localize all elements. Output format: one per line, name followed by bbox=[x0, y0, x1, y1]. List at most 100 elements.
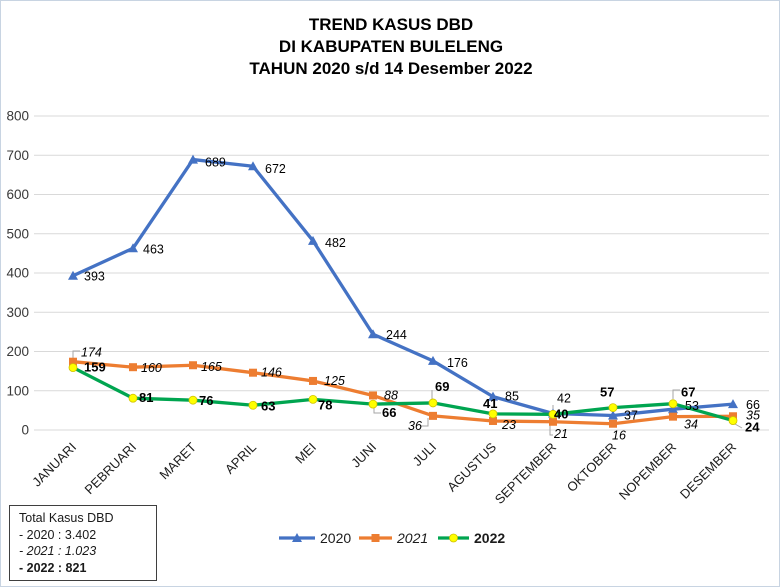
data-label-2021-oktober: 16 bbox=[612, 429, 626, 443]
data-label-2020-september: 42 bbox=[557, 392, 571, 406]
y-axis-label: 0 bbox=[21, 423, 29, 438]
data-label-2020-april: 672 bbox=[265, 162, 286, 176]
data-label-2022-juli: 69 bbox=[435, 379, 449, 394]
x-axis-label-agustus: AGUSTUS bbox=[444, 439, 499, 494]
label-leader-line bbox=[672, 389, 680, 399]
data-label-2021-pebruari: 160 bbox=[141, 361, 162, 375]
series-2021-marker bbox=[609, 419, 617, 428]
legend-2020-marker bbox=[292, 533, 302, 542]
data-label-2021-juli: 36 bbox=[408, 419, 422, 433]
series-2020-marker bbox=[308, 235, 318, 245]
data-label-2021-mei: 125 bbox=[324, 374, 345, 388]
data-label-2021-agustus: 23 bbox=[501, 418, 516, 432]
data-label-2020-agustus: 85 bbox=[505, 390, 519, 404]
series-2021-marker bbox=[189, 361, 197, 370]
series-2020-line bbox=[71, 157, 735, 418]
y-axis-label: 300 bbox=[6, 305, 29, 320]
legend-2020-label: 2020 bbox=[320, 530, 351, 546]
series-2021-marker bbox=[129, 363, 137, 372]
series-2022-marker bbox=[608, 403, 618, 413]
legend-2022-label: 2022 bbox=[474, 530, 505, 546]
data-label-2021-januari: 174 bbox=[81, 346, 102, 360]
series-2022-marker bbox=[368, 399, 378, 409]
series-2021-marker bbox=[309, 376, 317, 385]
series-2020-marker bbox=[128, 243, 138, 253]
data-label-2022-juni: 66 bbox=[382, 405, 396, 420]
x-axis-label-maret: MARET bbox=[156, 439, 199, 482]
label-leader-line bbox=[373, 407, 381, 414]
series-2021-marker bbox=[489, 416, 497, 425]
data-label-2020-mei: 482 bbox=[325, 236, 346, 250]
x-axis-label-desember: DESEMBER bbox=[677, 440, 739, 502]
summary-total-2022: - 2022 : 821 bbox=[19, 560, 87, 575]
series-2021-marker bbox=[69, 357, 77, 366]
series-2021-marker bbox=[669, 412, 677, 421]
data-label-2020-maret: 689 bbox=[205, 156, 226, 170]
x-axis-label-januari: JANUARI bbox=[29, 440, 79, 490]
series-2020-marker bbox=[68, 270, 78, 280]
summary-total-2020: - 2020 : 3.402 bbox=[19, 527, 97, 542]
label-leader-line bbox=[549, 425, 553, 436]
summary-box: Total Kasus DBD - 2020 : 3.402 - 2021 : … bbox=[9, 505, 157, 581]
summary-total-2021: - 2021 : 1.023 bbox=[19, 544, 97, 558]
series-2021-marker bbox=[249, 368, 257, 377]
series-2020-marker bbox=[728, 399, 738, 409]
chart-title-line-2: DI KABUPATEN BULELENG bbox=[278, 37, 504, 56]
summary-title: Total Kasus DBD bbox=[19, 511, 114, 525]
data-label-2021-april: 146 bbox=[261, 366, 282, 380]
series-2022-marker bbox=[308, 394, 318, 404]
series-2022-marker bbox=[68, 363, 78, 372]
series-2022-marker bbox=[548, 409, 558, 419]
series-2020-marker bbox=[608, 410, 618, 420]
y-axis-label: 800 bbox=[6, 109, 29, 124]
x-axis-label-september: SEPTEMBER bbox=[492, 440, 559, 507]
data-label-2022-januari: 159 bbox=[84, 360, 106, 375]
series-2022-marker bbox=[668, 399, 678, 409]
chart-title: TREND KASUS DBD DI KABUPATEN BULELENG TA… bbox=[1, 14, 779, 80]
x-axis-label-juni: JUNI bbox=[348, 440, 379, 471]
y-axis-label: 700 bbox=[6, 148, 29, 163]
data-label-2020-juni: 244 bbox=[386, 328, 407, 342]
y-axis-label: 200 bbox=[6, 344, 29, 359]
series-2022-marker bbox=[248, 400, 258, 410]
data-label-2020-juli: 176 bbox=[447, 356, 468, 370]
data-label-2022-maret: 76 bbox=[199, 393, 213, 408]
data-label-2020-pebruari: 463 bbox=[143, 242, 164, 256]
x-axis-label-juli: JULI bbox=[410, 440, 440, 470]
legend-2021-label: 2021 bbox=[396, 530, 428, 546]
x-axis-label-mei: MEI bbox=[292, 440, 319, 467]
series-2022-marker bbox=[128, 393, 138, 403]
data-label-2021-juni: 88 bbox=[384, 388, 398, 402]
y-axis-label: 100 bbox=[6, 383, 29, 398]
series-2020-marker bbox=[188, 154, 198, 164]
data-label-2022-april: 63 bbox=[261, 398, 275, 413]
label-leader-line bbox=[421, 418, 429, 427]
data-label-2020-desember: 66 bbox=[746, 398, 760, 412]
x-axis-label-nopember: NOPEMBER bbox=[616, 440, 679, 503]
label-leader-line bbox=[72, 350, 80, 359]
series-2021-marker bbox=[369, 391, 377, 400]
y-axis-label: 400 bbox=[6, 266, 29, 281]
data-label-2021-nopember: 34 bbox=[684, 418, 698, 432]
data-label-2022-oktober: 57 bbox=[600, 385, 614, 400]
label-leader-line bbox=[734, 423, 743, 429]
series-2020-marker bbox=[428, 355, 438, 365]
chart-title-line-3: TAHUN 2020 s/d 14 Desember 2022 bbox=[249, 59, 533, 78]
series-2020-marker bbox=[488, 391, 498, 401]
series-2020-marker bbox=[368, 329, 378, 339]
series-2021-marker bbox=[429, 411, 437, 420]
series-2022-marker bbox=[488, 409, 498, 419]
series-2020-marker bbox=[248, 161, 258, 171]
data-label-2020-oktober: 37 bbox=[624, 408, 638, 422]
data-label-2022-pebruari: 81 bbox=[139, 390, 153, 405]
data-label-2022-desember: 24 bbox=[745, 420, 760, 435]
chart-title-line-1: TREND KASUS DBD bbox=[308, 15, 474, 34]
series-2022-line bbox=[71, 365, 735, 423]
data-label-2021-maret: 165 bbox=[201, 360, 222, 374]
x-axis-label-oktober: OKTOBER bbox=[564, 440, 619, 495]
data-label-2021-september: 21 bbox=[553, 427, 568, 441]
series-2020-marker bbox=[668, 404, 678, 414]
legend-2022-marker bbox=[449, 533, 458, 543]
